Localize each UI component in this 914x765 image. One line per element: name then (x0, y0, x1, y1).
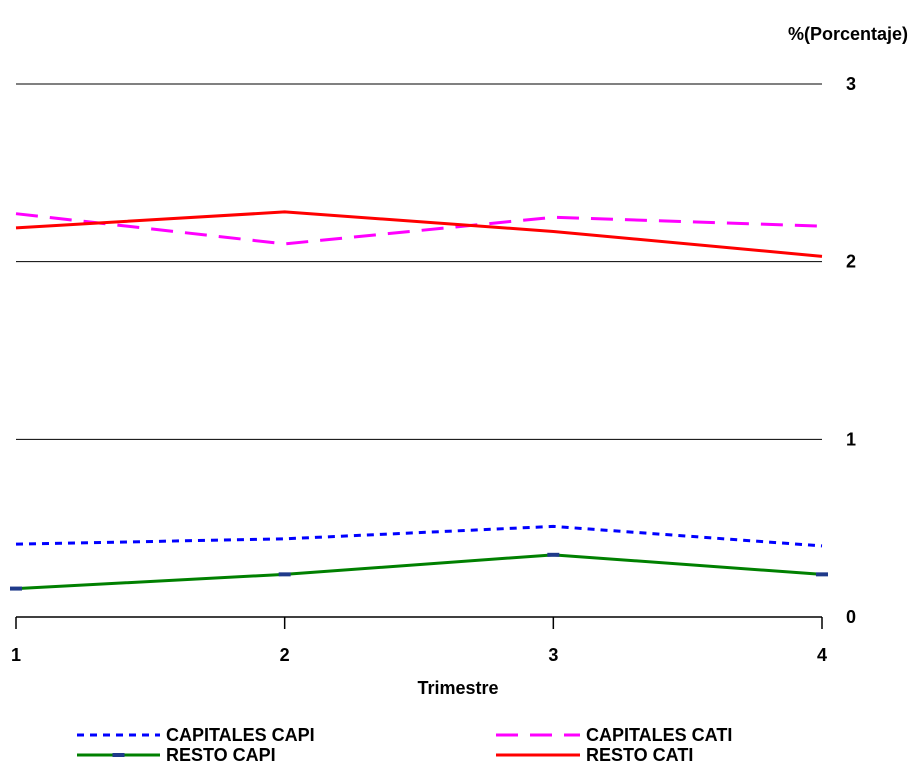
x-axis-tick-labels: 1 2 3 4 (11, 645, 827, 665)
data-point (547, 552, 560, 557)
legend-label: CAPITALES CATI (586, 725, 732, 745)
x-tick-label: 4 (817, 645, 827, 665)
x-axis (15, 616, 823, 629)
series-line (15, 524, 823, 548)
data-point (278, 572, 291, 577)
legend: CAPITALES CAPI CAPITALES CATI RESTO CAPI RE… (77, 725, 732, 765)
legend-label: CAPITALES CAPI (166, 725, 315, 745)
x-axis-title: Trimestre (417, 678, 498, 698)
series-line (15, 210, 823, 258)
y-tick-label: 2 (846, 252, 856, 272)
data-point (816, 572, 828, 577)
x-tick-label: 2 (280, 645, 290, 665)
legend-label: RESTO CATI (586, 745, 693, 765)
y-tick-label: 3 (846, 74, 856, 94)
y-axis-tick-labels: 0 1 2 3 (846, 74, 856, 627)
series-line (15, 553, 823, 591)
legend-marker (112, 753, 125, 757)
x-tick-label: 1 (11, 645, 21, 665)
series-lines (10, 210, 828, 591)
y-axis-unit-label: %(Porcentaje) (788, 24, 908, 44)
y-tick-label: 1 (846, 429, 856, 449)
y-tick-label: 0 (846, 607, 856, 627)
legend-label: RESTO CAPI (166, 745, 276, 765)
gridlines (16, 83, 822, 440)
data-point (10, 586, 22, 591)
x-tick-label: 3 (548, 645, 558, 665)
